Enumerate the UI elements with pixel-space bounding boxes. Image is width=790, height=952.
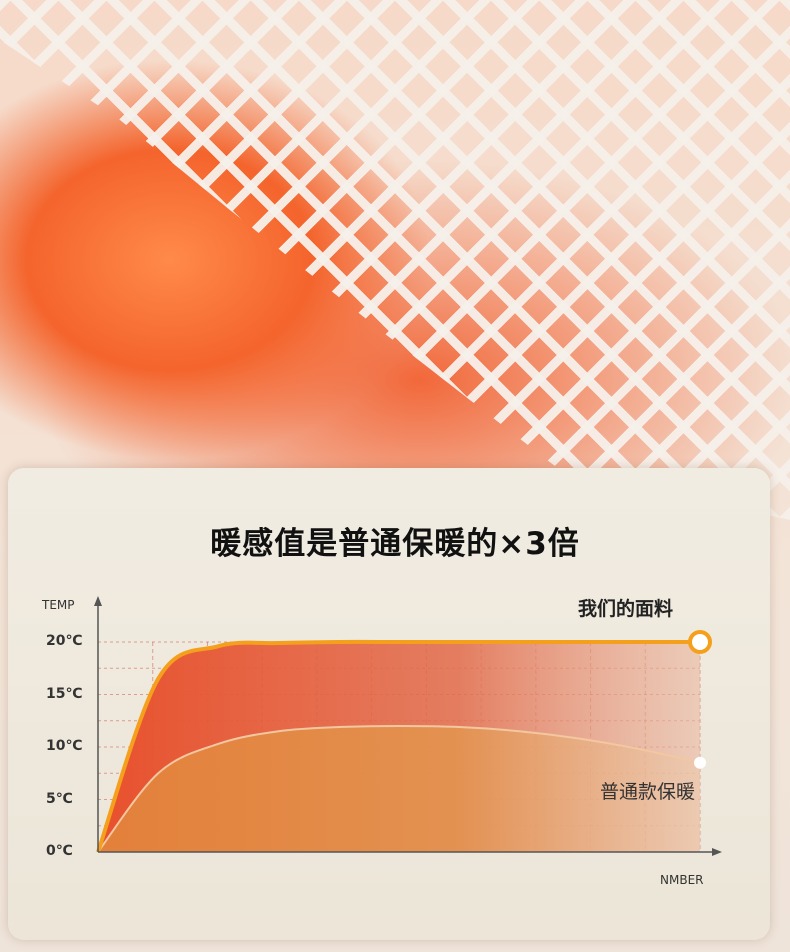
y-tick-label: 15℃ <box>46 685 83 702</box>
series-line-ours <box>96 639 700 853</box>
series-end-marker-regular <box>694 756 706 769</box>
x-axis-title: NMBER <box>660 873 704 887</box>
y-tick-label: 20℃ <box>46 633 83 649</box>
series-end-marker-ours <box>688 630 712 654</box>
y-tick-label: 0℃ <box>46 843 73 859</box>
series-line-regular <box>97 724 701 853</box>
x-axis-arrow-icon <box>712 848 722 856</box>
series-area-regular <box>98 726 700 852</box>
y-axis-title: TEMP <box>42 598 75 612</box>
series-label-regular: 普通款保暖 <box>600 781 696 803</box>
y-tick-label: 5℃ <box>46 790 73 807</box>
headline: 暖感值是普通保暖的×3倍 <box>210 526 580 562</box>
y-tick-label: 10℃ <box>46 738 83 754</box>
y-axis-arrow-icon <box>94 596 102 606</box>
series-label-ours: 我们的面料 <box>578 598 674 620</box>
